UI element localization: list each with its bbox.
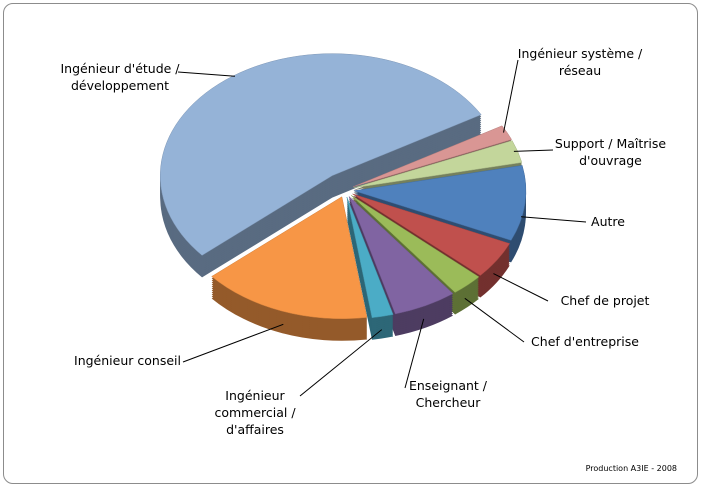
slice-label: Ingénieur système / réseau — [517, 46, 643, 78]
slice-label: Chef d'entreprise — [531, 334, 639, 349]
slice-label: Ingénieur d'étude / développement — [60, 61, 180, 93]
pie-slice — [346, 196, 394, 319]
pie-slice — [348, 196, 454, 315]
slice-label: Chef de projet — [560, 293, 650, 308]
leader-line — [404, 318, 425, 389]
pie-slice — [352, 125, 513, 188]
leader-line — [299, 329, 383, 397]
pie-slice — [352, 193, 511, 276]
pie-slice — [211, 196, 368, 319]
slice-label: Support / Maîtrise d'ouvrage — [554, 136, 667, 168]
pie-slice — [353, 165, 527, 241]
leader-line — [503, 59, 519, 133]
leader-line — [177, 71, 235, 77]
leader-line — [520, 216, 587, 223]
pie-slice — [350, 195, 480, 293]
slice-label: Enseignant / Chercheur — [408, 378, 488, 410]
slice-label: Ingénieur conseil — [74, 353, 181, 368]
leader-line — [493, 273, 549, 302]
slice-label: Autre — [591, 214, 625, 229]
leader-line — [464, 297, 525, 343]
source-note: Production A3IE - 2008 — [585, 464, 677, 473]
leader-line — [513, 149, 554, 152]
slice-label: Ingénieur commercial / d'affaires — [214, 388, 296, 437]
leader-line — [182, 323, 284, 363]
